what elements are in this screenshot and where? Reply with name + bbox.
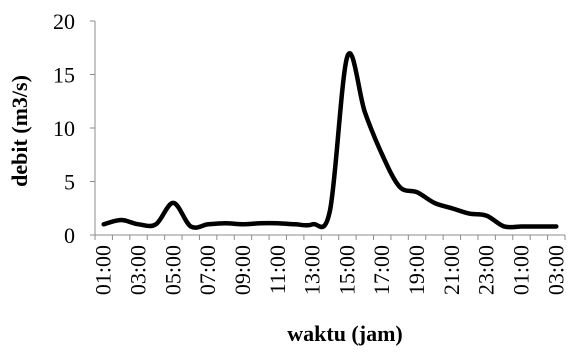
x-tick-label: 23:00	[474, 245, 499, 295]
x-axis-title: waktu (jam)	[287, 321, 403, 346]
series-line	[104, 53, 557, 227]
x-tick-label: 05:00	[160, 245, 185, 295]
y-tick-label: 15	[53, 63, 75, 88]
x-tick-label: 03:00	[543, 245, 568, 295]
x-tick-label: 19:00	[404, 245, 429, 295]
x-tick-label: 03:00	[126, 245, 151, 295]
y-tick-label: 0	[64, 223, 75, 248]
y-tick-labels: 0 5 10 15 20	[53, 9, 75, 248]
x-tick-label: 13:00	[300, 245, 325, 295]
y-tick-label: 10	[53, 116, 75, 141]
x-tick-label: 11:00	[265, 245, 290, 294]
x-tick-label: 07:00	[195, 245, 220, 295]
chart-axes	[90, 21, 565, 240]
x-tick-label: 15:00	[334, 245, 359, 295]
y-tick-label: 5	[64, 170, 75, 195]
x-tick-labels: 01:00 03:00 05:00 07:00 09:00 11:00 13:00 15:00…	[91, 245, 569, 295]
x-tick-label: 17:00	[369, 245, 394, 295]
x-tick-label: 01:00	[91, 245, 116, 295]
x-tick-label: 01:00	[508, 245, 533, 295]
y-tick-label: 20	[53, 9, 75, 34]
x-tick-label: 09:00	[230, 245, 255, 295]
x-tick-label: 21:00	[439, 245, 464, 295]
y-axis-title: debit (m3/s)	[7, 75, 32, 187]
